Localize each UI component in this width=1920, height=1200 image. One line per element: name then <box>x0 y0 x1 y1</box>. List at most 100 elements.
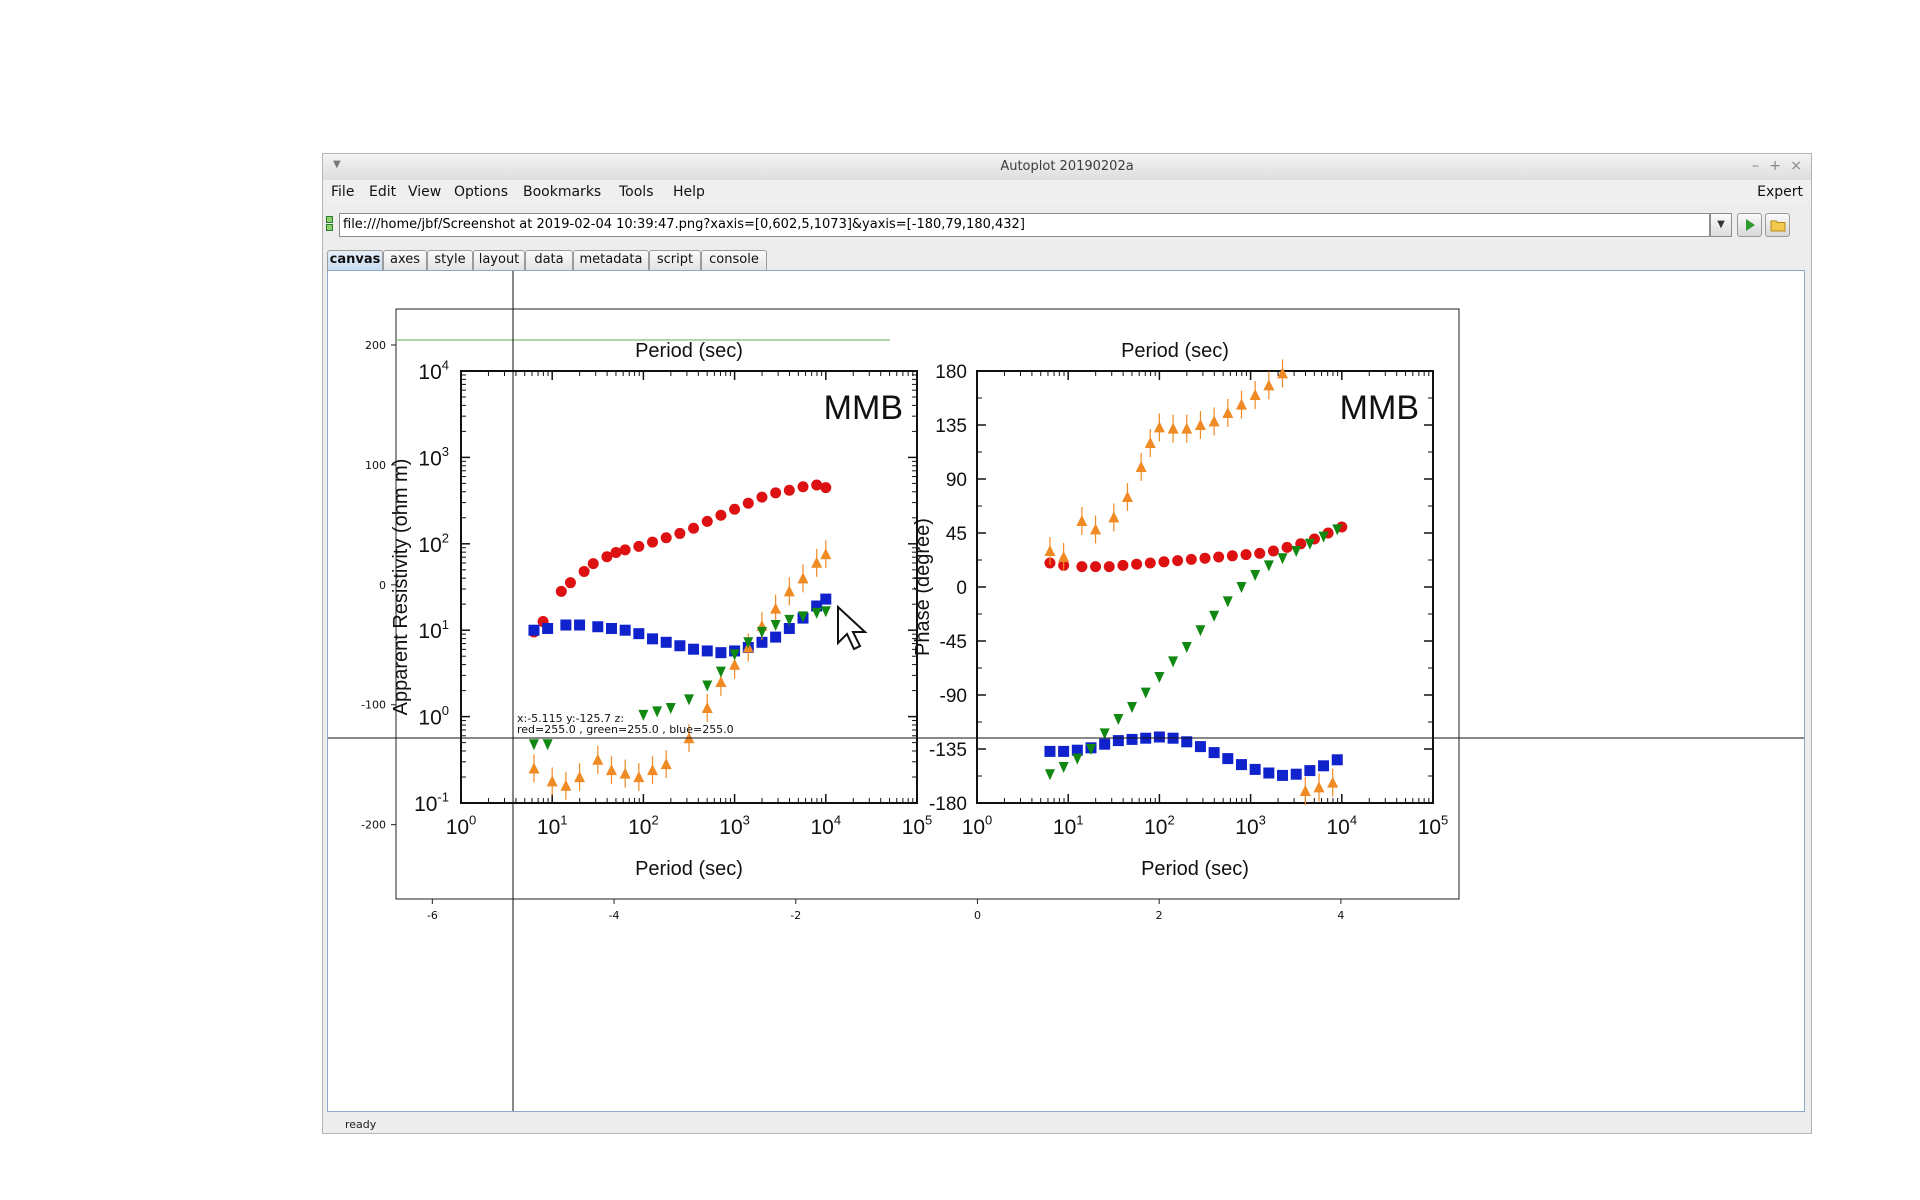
data-point <box>619 544 631 556</box>
data-point <box>574 619 586 631</box>
data-point <box>592 753 604 765</box>
tab-data[interactable]: data <box>525 250 573 270</box>
menu-view[interactable]: View <box>408 184 442 200</box>
x-tick-label: -6 <box>427 909 438 922</box>
data-point <box>546 775 558 787</box>
x-tick-label: -2 <box>790 909 801 922</box>
plot-svg[interactable]: -6 -4 -2 0 2 4 200 100 0 -100 -200 100 101 102 103 104 1… <box>328 271 1804 1111</box>
data-point <box>1304 765 1316 777</box>
url-history-dropdown[interactable]: ▼ <box>1710 213 1732 237</box>
data-point <box>1209 610 1220 622</box>
data-point <box>820 606 831 618</box>
plot-button[interactable] <box>1737 213 1762 237</box>
data-point <box>1121 491 1133 502</box>
data-point <box>1181 736 1193 748</box>
title-bar[interactable]: ▼ Autoplot 20190202a – + × <box>323 154 1811 181</box>
data-point <box>820 482 832 494</box>
menu-tools[interactable]: Tools <box>619 184 654 200</box>
data-point <box>1331 754 1343 766</box>
tab-console[interactable]: console <box>701 250 767 270</box>
menu-expert[interactable]: Expert <box>1757 184 1803 200</box>
data-point <box>1213 551 1225 563</box>
data-point <box>1044 545 1056 556</box>
data-point <box>1254 547 1266 559</box>
data-point <box>1126 733 1138 745</box>
station-label: MMB <box>1340 389 1419 427</box>
maximize-icon[interactable]: + <box>1769 158 1781 174</box>
menu-options[interactable]: Options <box>454 184 509 200</box>
data-point <box>660 636 672 648</box>
data-point <box>715 509 727 521</box>
close-icon[interactable]: × <box>1790 158 1802 174</box>
panel-y-tick-label: 0 <box>956 578 967 599</box>
menu-edit[interactable]: Edit <box>369 184 397 200</box>
data-point <box>560 779 572 791</box>
data-point <box>1267 545 1279 557</box>
panel-y-tick-label: 101 <box>418 617 449 643</box>
data-point <box>633 540 645 552</box>
data-point <box>674 640 686 652</box>
data-point <box>756 626 767 638</box>
data-point <box>1072 753 1083 765</box>
data-point <box>660 532 672 544</box>
data-point <box>742 497 754 509</box>
data-point <box>811 607 822 619</box>
menu-file[interactable]: File <box>331 184 355 200</box>
data-point <box>702 680 713 692</box>
panel-x-tick-label: 103 <box>1235 813 1266 839</box>
minimize-icon[interactable]: – <box>1752 158 1759 174</box>
tab-style[interactable]: style <box>427 250 473 270</box>
data-point <box>797 481 809 493</box>
tab-axes[interactable]: axes <box>383 250 427 270</box>
tab-script[interactable]: script <box>649 250 701 270</box>
tab-canvas[interactable]: canvas <box>327 250 383 270</box>
data-point <box>528 762 540 774</box>
panel-y-tick-label: 45 <box>946 524 967 545</box>
data-point <box>1181 642 1192 653</box>
panel-y-tick-label: 103 <box>418 444 449 470</box>
data-point <box>633 771 645 783</box>
data-point <box>1249 389 1261 400</box>
data-point <box>619 767 631 779</box>
open-file-button[interactable] <box>1765 213 1790 237</box>
folder-icon <box>1770 220 1785 232</box>
url-input[interactable]: file:///home/jbf/Screenshot at 2019-02-0… <box>339 213 1710 237</box>
cursor-readout-line2: red=255.0 , green=255.0 , blue=255.0 <box>517 723 734 736</box>
data-point <box>701 701 713 713</box>
data-point <box>1194 419 1206 430</box>
data-point <box>1071 744 1083 756</box>
data-point <box>756 636 768 648</box>
data-point <box>1172 555 1184 567</box>
y-tick-label: 0 <box>379 579 386 592</box>
data-point <box>1249 763 1261 775</box>
plot-canvas[interactable]: -6 -4 -2 0 2 4 200 100 0 -100 -200 100 101 102 103 104 1… <box>327 270 1805 1112</box>
window-menu-icon[interactable]: ▼ <box>333 159 341 170</box>
y-tick-label: 100 <box>365 459 386 472</box>
data-point <box>665 702 676 714</box>
data-point <box>1277 367 1289 379</box>
data-point <box>587 558 599 570</box>
data-point <box>729 658 741 670</box>
data-point <box>1167 422 1179 434</box>
data-point <box>1313 781 1325 793</box>
y-tick-label: -200 <box>361 819 386 832</box>
data-source-icon <box>326 216 333 233</box>
data-point <box>564 577 576 589</box>
data-point <box>542 739 553 751</box>
data-point <box>1090 561 1102 573</box>
data-point <box>610 546 622 558</box>
data-point <box>684 694 694 706</box>
menu-help[interactable]: Help <box>673 184 705 200</box>
data-point <box>1153 421 1165 433</box>
data-point <box>729 649 740 661</box>
panel-x-tick-label: 100 <box>446 813 477 839</box>
x-tick-label: 0 <box>974 909 981 922</box>
tab-metadata[interactable]: metadata <box>573 250 649 270</box>
data-point <box>1299 785 1311 796</box>
tab-layout[interactable]: layout <box>473 250 525 270</box>
data-point <box>1140 687 1151 699</box>
menu-bookmarks[interactable]: Bookmarks <box>523 184 602 200</box>
y-tick-label: -100 <box>361 699 386 712</box>
data-point <box>1208 747 1220 759</box>
panel-y-tick-label: 100 <box>418 703 449 729</box>
